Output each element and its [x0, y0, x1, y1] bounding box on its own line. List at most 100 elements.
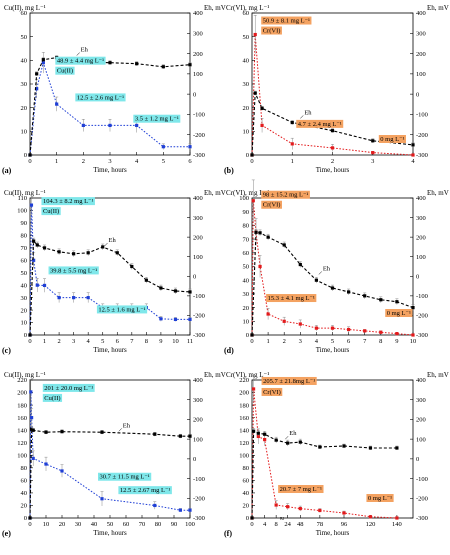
x-tick-label: 1 [55, 158, 58, 165]
annotation-text: 205.7 ± 21.8mg L⁻¹ [263, 378, 315, 385]
y-tick-label: 80 [243, 223, 250, 230]
data-point [60, 469, 64, 473]
data-point [314, 326, 318, 330]
annotation-box [278, 485, 324, 494]
y2-tick-label: -200 [193, 132, 205, 139]
y-tick-label: 0 [24, 152, 27, 159]
eh-label: Eh [323, 265, 331, 272]
y-tick-label: 40 [243, 490, 250, 497]
y-tick-label: 90 [243, 209, 250, 216]
data-point [263, 432, 267, 436]
y-tick-label: 50 [21, 34, 28, 41]
data-point [44, 430, 48, 434]
x-axis-label: Time, hours [93, 166, 127, 174]
annotation-text: 0 mg L⁻¹ [368, 495, 392, 502]
y-tick-label: 40 [21, 490, 28, 497]
annotation-text: Cr(VI) [263, 28, 281, 35]
x-tick-label: 6 [347, 338, 351, 345]
annotation-box [96, 305, 148, 314]
data-point [263, 437, 267, 442]
data-point [188, 145, 192, 149]
data-point [256, 434, 260, 439]
annotation-text: Cu(II) [43, 208, 59, 215]
data-point [347, 327, 351, 332]
x-tick-label: 6 [188, 158, 192, 165]
data-point [28, 333, 32, 337]
data-point [251, 199, 255, 203]
series-line-eh [29, 57, 191, 156]
data-point [298, 322, 302, 326]
y2-tick-label: 100 [193, 71, 203, 78]
eh-pointer [300, 115, 304, 119]
y2-tick-label: 100 [416, 436, 426, 443]
data-point [411, 153, 415, 157]
annotation-box [261, 190, 310, 199]
x-tick-label: 60 [123, 521, 130, 528]
x-tick-label: 0 [250, 521, 253, 528]
data-point [35, 87, 39, 91]
eh-label: Eh [123, 422, 131, 429]
data-point [250, 153, 254, 157]
panel-label: (c) [2, 346, 11, 355]
y-tick-label: 80 [21, 465, 28, 472]
panel-f: 020406080100120140160180200220-300-200-1… [224, 371, 449, 538]
y-tick-label: 80 [21, 233, 28, 240]
data-point [28, 516, 32, 520]
y-tick-label: 120 [239, 440, 249, 447]
x-axis-label: Time, hours [316, 529, 350, 537]
annotation-text: 3.5 ± 1.2 mg L⁻¹ [135, 116, 179, 123]
y2-tick-label: 300 [193, 215, 203, 222]
annotation-text: 50.9 ± 8.1 mg L⁻¹ [263, 18, 310, 25]
data-point [31, 456, 35, 461]
data-point [395, 446, 399, 450]
data-point [57, 250, 61, 254]
data-point [32, 239, 36, 243]
y2-tick-label: 300 [416, 30, 426, 37]
data-point [188, 508, 192, 512]
x-tick-label: 78 [317, 521, 324, 528]
y-tick-label: 110 [17, 195, 27, 202]
data-point [330, 146, 335, 150]
panel-b: 0 10 20 30 40 50 60 -300 -200 -100 0 100 200 300 400 0 1… [224, 4, 449, 175]
data-point [395, 516, 399, 520]
y2-tick-label: 300 [416, 397, 426, 404]
plot-frame [29, 197, 191, 336]
data-point [266, 312, 270, 316]
y2-tick-label: 200 [416, 51, 426, 58]
x-tick-label: 8 [145, 338, 148, 345]
annotation-text: Cu(II) [57, 68, 73, 75]
data-point [330, 286, 335, 290]
y2-tick-label: 200 [193, 417, 203, 424]
data-point [86, 296, 90, 300]
panel-c: 0102030405060708090100110-300-200-100010… [2, 189, 226, 355]
x-tick-label: 0 [250, 338, 253, 345]
data-point [411, 333, 415, 337]
y2-tick-label: 400 [416, 195, 426, 202]
data-point [144, 278, 148, 282]
y2-tick-label: 100 [193, 436, 203, 443]
y-tick-label: 60 [243, 250, 250, 257]
y-tick-label: 0 [24, 332, 27, 339]
panel-e: 020406080100120140160180200220-300-200-1… [2, 371, 226, 538]
annotation-box [55, 56, 106, 65]
y2-tick-label: -200 [193, 495, 205, 502]
series-line-metal [29, 391, 190, 519]
y-tick-label: 50 [21, 270, 28, 277]
data-point [55, 102, 59, 106]
y-tick-label: 100 [239, 452, 249, 459]
x-tick-label: 5 [101, 338, 104, 345]
data-point [178, 434, 182, 438]
data-point [42, 283, 47, 288]
annotation-box [261, 200, 282, 209]
data-point [342, 511, 346, 515]
x-tick-label: 3 [371, 158, 374, 165]
x-tick-label: 2 [331, 158, 334, 165]
y-tick-label: 0 [24, 515, 27, 522]
x-tick-label: 4 [87, 338, 91, 345]
x-tick-label: 96 [341, 521, 348, 528]
y2-axis-label: Eh, mV [427, 371, 449, 379]
x-tick-label: 40 [91, 521, 98, 528]
x-tick-label: 3 [108, 158, 111, 165]
data-point [41, 58, 45, 62]
data-point [32, 258, 36, 262]
